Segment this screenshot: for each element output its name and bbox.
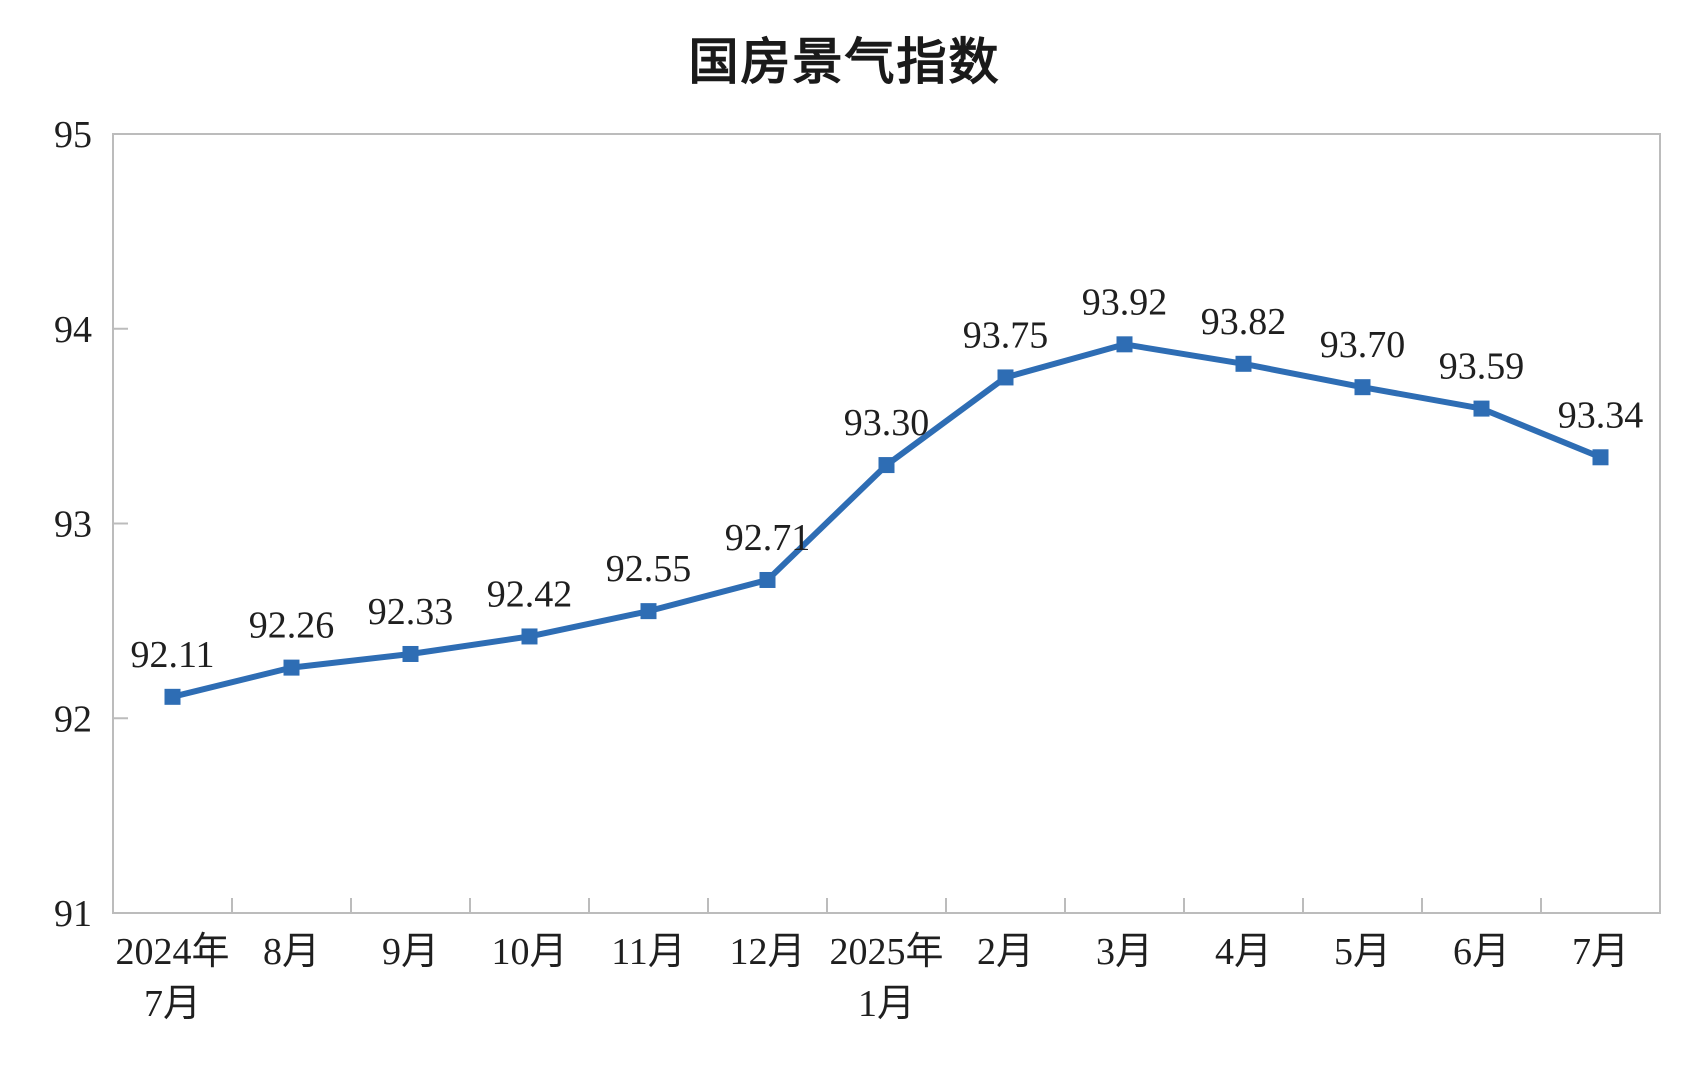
- data-label: 92.33: [368, 591, 454, 633]
- data-point-marker: [878, 457, 895, 474]
- x-axis-label: 2月: [977, 931, 1034, 973]
- data-point-marker: [1473, 400, 1490, 417]
- data-point-marker: [1592, 449, 1609, 466]
- x-axis-label: 10月: [491, 931, 567, 973]
- series-line: [169, 341, 1604, 700]
- data-label: 93.59: [1439, 346, 1525, 388]
- x-axis-label: 1月: [858, 983, 915, 1025]
- x-axis-label: 12月: [729, 931, 805, 973]
- data-point-marker: [521, 628, 538, 645]
- data-label: 93.70: [1320, 324, 1406, 366]
- data-label: 92.11: [130, 634, 214, 676]
- data-label: 92.55: [606, 548, 692, 590]
- x-axis-label: 11月: [611, 931, 686, 973]
- y-axis-label: 92: [54, 698, 92, 740]
- data-point-marker: [283, 659, 300, 676]
- y-axis-label: 91: [54, 893, 92, 935]
- x-axis-label: 8月: [263, 931, 320, 973]
- x-axis-label: 2024年: [115, 931, 229, 973]
- x-axis-label: 2025年: [829, 931, 943, 973]
- data-point-marker: [997, 369, 1014, 386]
- x-axis-label: 3月: [1096, 931, 1153, 973]
- data-point-marker: [1354, 379, 1371, 396]
- data-label: 93.34: [1558, 394, 1644, 436]
- plot-border: [112, 133, 1661, 914]
- data-point-marker: [402, 645, 419, 662]
- data-label: 92.71: [725, 517, 811, 559]
- data-label: 92.42: [487, 573, 573, 615]
- data-point-marker: [759, 571, 776, 588]
- y-axis-label: 95: [54, 114, 92, 156]
- x-axis-label: 6月: [1453, 931, 1510, 973]
- x-axis-label: 9月: [382, 931, 439, 973]
- data-point-marker: [1235, 355, 1252, 372]
- data-label: 93.82: [1201, 301, 1287, 343]
- data-label: 92.26: [249, 605, 335, 647]
- chart-title: 国房景气指数: [688, 34, 1001, 90]
- data-label: 93.30: [844, 402, 930, 444]
- data-label: 93.75: [963, 314, 1049, 356]
- data-label: 93.92: [1082, 281, 1168, 323]
- data-point-marker: [640, 603, 657, 620]
- x-axis-label: 5月: [1334, 931, 1391, 973]
- x-axis-label: 7月: [144, 983, 201, 1025]
- x-axis-label: 4月: [1215, 931, 1272, 973]
- y-axis-label: 94: [54, 309, 92, 351]
- y-axis-label: 93: [54, 504, 92, 546]
- data-point-marker: [164, 688, 181, 705]
- x-axis-label: 7月: [1572, 931, 1629, 973]
- data-point-marker: [1116, 336, 1133, 353]
